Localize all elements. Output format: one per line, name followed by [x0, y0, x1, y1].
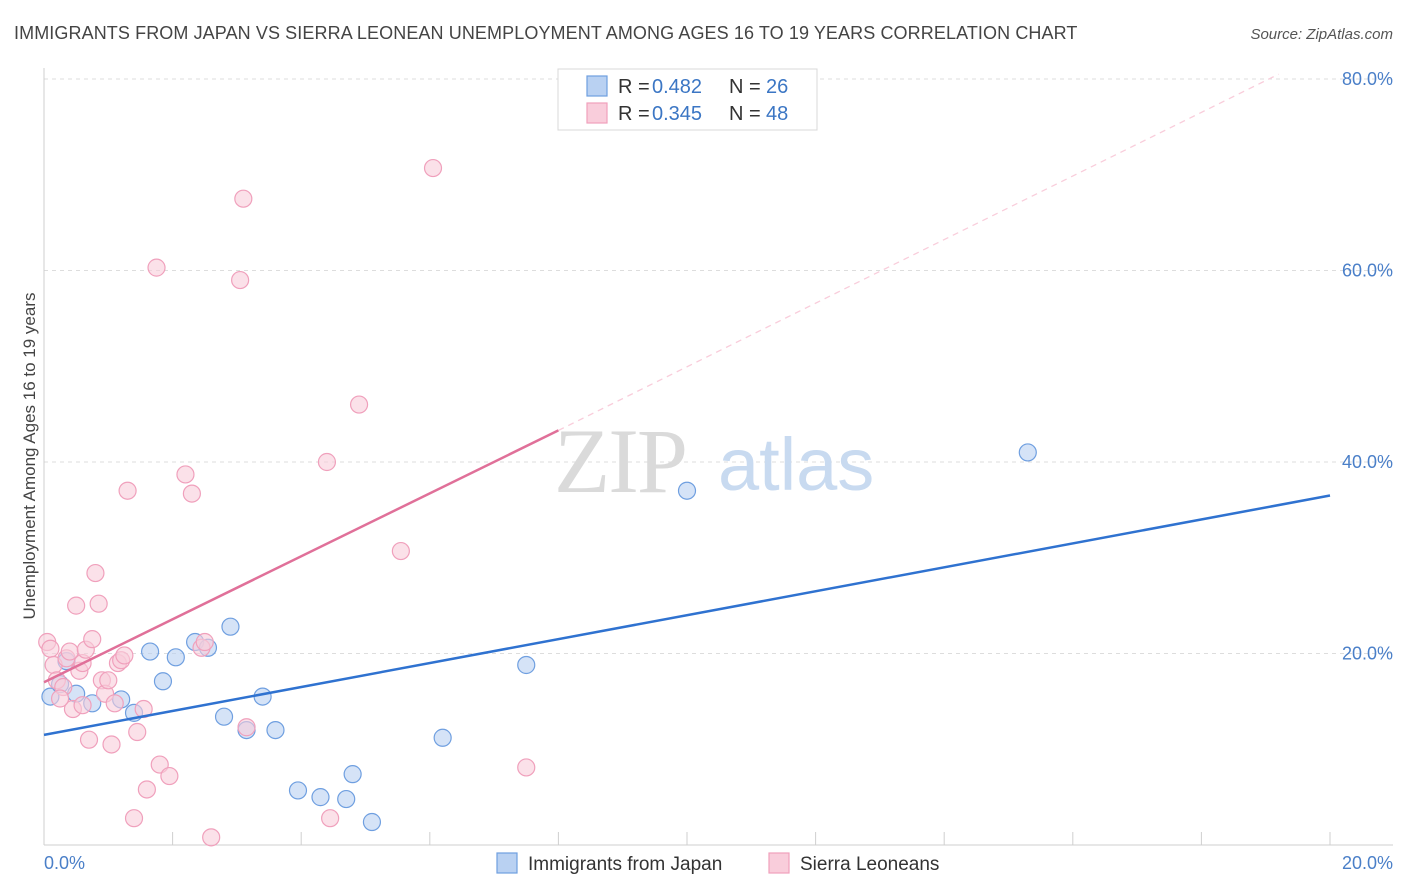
point-sierra-leonean [349, 395, 369, 414]
point-sierra-leonean [195, 632, 214, 652]
point-sierra-leonean [237, 718, 256, 737]
trend-layer [558, 73, 1279, 431]
point-japan [266, 720, 285, 740]
stats-legend-n-value-sierra: 48 [766, 103, 788, 125]
point-japan [677, 481, 697, 500]
point-japan [1018, 443, 1037, 462]
point-japan [311, 788, 330, 807]
point-sierra-leonean [182, 484, 201, 503]
ticks-layer: 20.0% 40.0% 60.0% 80.0% 0.0% 20.0% [44, 69, 1393, 873]
trend-line-japan [43, 494, 1331, 737]
point-sierra-leonean [176, 465, 195, 484]
axis-layer [43, 68, 1393, 846]
point-sierra-leonean [50, 689, 70, 708]
stats-legend-n-value-japan: 26 [766, 76, 788, 98]
point-sierra-leonean [128, 722, 147, 742]
series-legend-label-japan: Immigrants from Japan [528, 854, 722, 875]
y-tick-label: 40.0% [1342, 452, 1393, 472]
point-sierra-leonean [118, 481, 137, 500]
point-sierra-leonean [83, 630, 102, 649]
y-tick-label: 80.0% [1342, 69, 1393, 89]
chart-source: Source: ZipAtlas.com [1250, 26, 1393, 43]
stats-legend-n-label-sierra: N = [729, 103, 761, 125]
point-sierra-leonean [41, 639, 60, 658]
stats-legend-r-label-sierra: R = [618, 103, 650, 125]
point-sierra-leonean [517, 758, 536, 777]
point-sierra-leonean [391, 541, 410, 561]
point-japan [253, 687, 272, 706]
point-japan [433, 728, 452, 747]
series-legend-swatch-sierra [768, 852, 790, 874]
stats-legend-r-value-japan: 0.482 [652, 76, 702, 98]
points-layer [38, 158, 1331, 847]
point-japan [288, 781, 308, 800]
point-japan [153, 672, 173, 691]
watermark-zip: ZIP [554, 410, 686, 512]
point-sierra-leonean [102, 735, 121, 754]
series-legend-swatch-japan [496, 852, 518, 874]
point-sierra-leonean [231, 270, 250, 290]
stats-legend-r-label-japan: R = [618, 76, 650, 98]
y-axis-label: Unemployment Among Ages 16 to 19 years [20, 293, 39, 620]
y-tick-label: 20.0% [1342, 644, 1393, 664]
point-japan [214, 707, 234, 726]
point-japan [166, 648, 185, 667]
point-sierra-leonean [89, 594, 108, 613]
series-legend: Immigrants from Japan Sierra Leoneans [496, 852, 939, 875]
point-japan [343, 765, 362, 784]
point-sierra-leonean [105, 694, 124, 713]
chart-title: IMMIGRANTS FROM JAPAN VS SIERRA LEONEAN … [14, 23, 1078, 43]
point-sierra-leonean [67, 596, 86, 615]
grid-layer [44, 78, 1393, 654]
watermark: ZIP atlas [554, 410, 874, 512]
watermark-atlas: atlas [718, 423, 874, 506]
point-sierra-leonean [79, 730, 99, 749]
y-tick-label: 60.0% [1342, 261, 1393, 281]
point-sierra-leonean [321, 809, 340, 828]
trend-line-sierra-leonean [43, 429, 559, 684]
point-sierra-leonean [423, 158, 443, 178]
point-sierra-leonean [234, 189, 253, 208]
x-tick-label-max: 20.0% [1342, 853, 1393, 873]
x-tick-label-min: 0.0% [44, 853, 85, 873]
point-sierra-leonean [86, 563, 105, 583]
point-japan [140, 642, 160, 661]
stats-legend-swatch-sierra [586, 102, 608, 124]
stats-legend: R = 0.482 N = 26 R = 0.345 N = 48 [557, 68, 818, 131]
point-japan [337, 789, 356, 809]
stats-legend-n-label-japan: N = [729, 76, 761, 98]
point-sierra-leonean [160, 766, 179, 786]
point-sierra-leonean [124, 809, 144, 828]
point-sierra-leonean [147, 258, 166, 277]
point-sierra-leonean [73, 696, 92, 715]
point-sierra-leonean [137, 780, 156, 799]
series-legend-label-sierra: Sierra Leoneans [800, 854, 939, 875]
stats-legend-r-value-sierra: 0.345 [652, 103, 702, 125]
point-japan [221, 617, 240, 636]
point-sierra-leonean [99, 671, 118, 690]
stats-legend-swatch-japan [586, 75, 608, 97]
point-sierra-leonean [115, 646, 134, 665]
point-japan [517, 655, 536, 675]
point-japan [362, 812, 382, 832]
trend-extension-line [558, 73, 1279, 431]
point-sierra-leonean [202, 828, 221, 847]
point-sierra-leonean [317, 452, 337, 472]
